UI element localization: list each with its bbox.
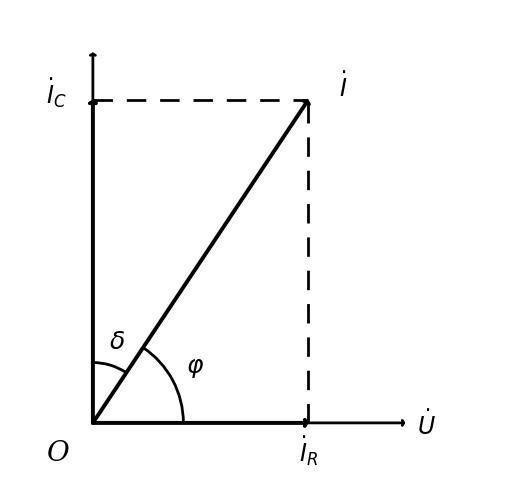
Text: $\varphi$: $\varphi$ [187, 357, 204, 380]
Text: $\dot{I}_C$: $\dot{I}_C$ [46, 76, 67, 110]
Text: $\dot{I}$: $\dot{I}$ [339, 72, 347, 102]
Text: O: O [47, 439, 70, 467]
Text: $\dot{U}$: $\dot{U}$ [418, 410, 436, 440]
Text: $\dot{I}_R$: $\dot{I}_R$ [299, 434, 318, 468]
Text: $\delta$: $\delta$ [109, 331, 125, 354]
